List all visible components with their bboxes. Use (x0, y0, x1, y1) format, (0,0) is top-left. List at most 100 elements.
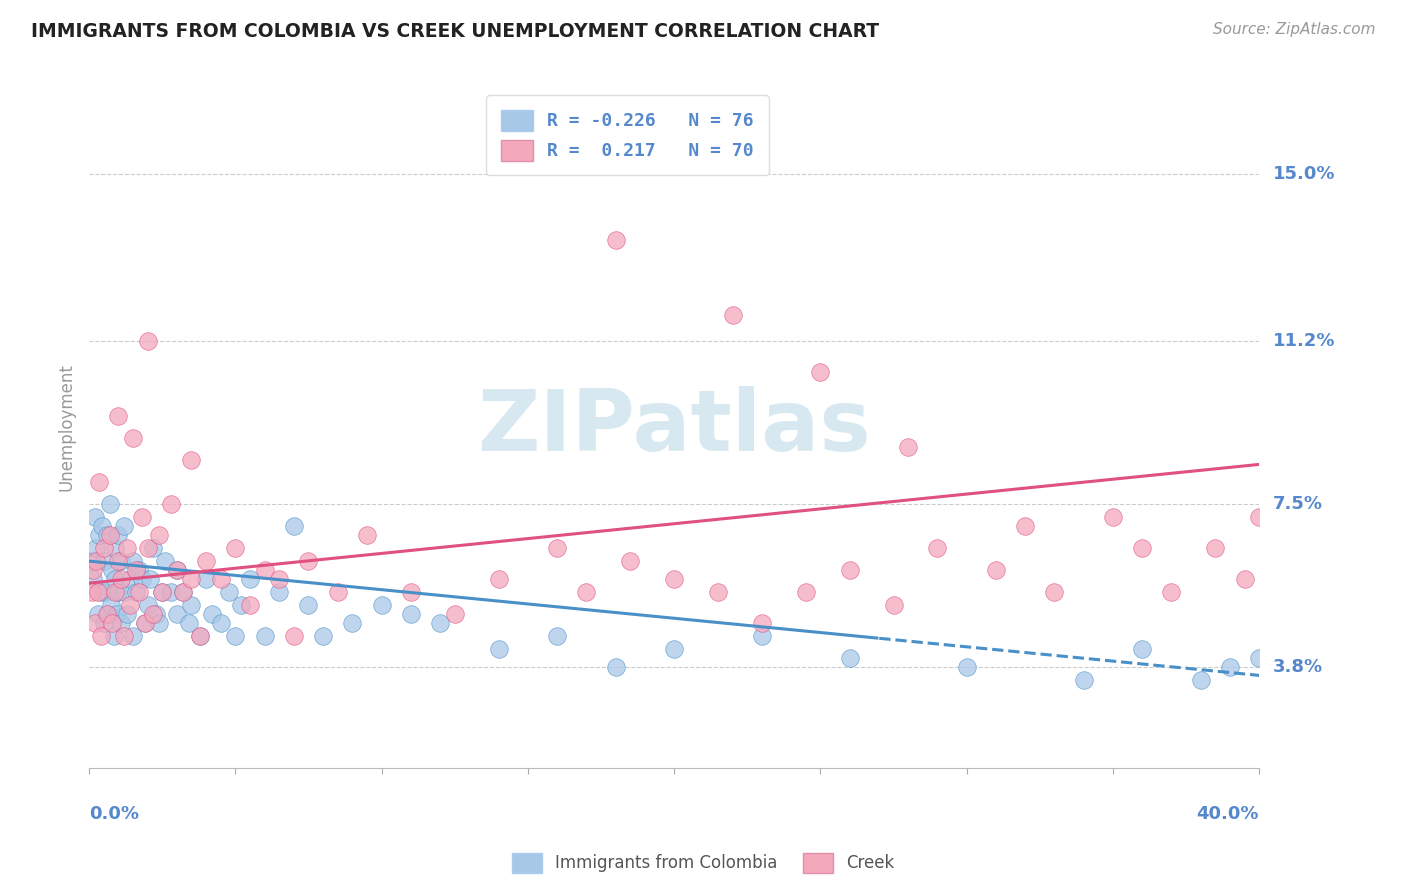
Point (897, 440, 920, 454)
Point (172, 585, 194, 599)
Point (150, 585, 173, 599)
Point (399, 607, 422, 621)
Point (134, 615, 156, 630)
Point (312, 629, 335, 643)
Point (166, 563, 188, 577)
Point (128, 563, 150, 577)
Point (115, 541, 138, 555)
Legend: R = -0.226   N = 76, R =  0.217   N = 70: R = -0.226 N = 76, R = 0.217 N = 70 (486, 95, 769, 175)
Point (104, 541, 127, 555)
Point (110, 554, 132, 568)
Point (605, 233, 627, 247)
Text: ZIPatlas: ZIPatlas (477, 385, 870, 468)
Point (97, 607, 120, 621)
Point (96, 527, 118, 541)
Point (956, 659, 979, 673)
Point (297, 598, 319, 612)
Point (188, 629, 211, 643)
Point (91, 519, 114, 533)
Point (356, 527, 378, 541)
Point (575, 585, 598, 599)
Point (125, 563, 148, 577)
Point (101, 563, 124, 577)
Point (283, 519, 305, 533)
Point (253, 563, 276, 577)
Point (94, 585, 117, 599)
Point (107, 409, 129, 423)
Point (1189, 673, 1212, 687)
Text: 40.0%: 40.0% (1197, 805, 1260, 823)
Point (201, 607, 224, 621)
Point (87, 585, 110, 599)
Point (142, 541, 165, 555)
Point (218, 585, 240, 599)
Point (224, 541, 246, 555)
Point (619, 554, 641, 568)
Point (399, 585, 422, 599)
Point (239, 598, 262, 612)
Point (131, 510, 153, 524)
Point (131, 572, 153, 586)
Point (1130, 541, 1153, 555)
Y-axis label: Unemployment: Unemployment (58, 363, 75, 491)
Point (93, 541, 115, 555)
Text: IMMIGRANTS FROM COLOMBIA VS CREEK UNEMPLOYMENT CORRELATION CHART: IMMIGRANTS FROM COLOMBIA VS CREEK UNEMPL… (31, 22, 879, 41)
Point (80, 554, 103, 568)
Legend: Immigrants from Colombia, Creek: Immigrants from Colombia, Creek (505, 847, 901, 880)
Point (488, 572, 510, 586)
Point (142, 607, 165, 621)
Point (794, 585, 817, 599)
Point (195, 554, 218, 568)
Point (326, 585, 349, 599)
Point (1249, 650, 1271, 665)
Point (239, 572, 262, 586)
Point (429, 615, 451, 630)
Point (98, 497, 121, 511)
Point (838, 650, 860, 665)
Text: Source: ZipAtlas.com: Source: ZipAtlas.com (1212, 22, 1375, 37)
Point (269, 585, 291, 599)
Point (707, 585, 730, 599)
Point (297, 554, 319, 568)
Point (1160, 585, 1182, 599)
Point (136, 541, 159, 555)
Point (107, 527, 129, 541)
Point (125, 585, 148, 599)
Text: 3.8%: 3.8% (1274, 657, 1323, 675)
Point (128, 585, 150, 599)
Point (80, 585, 103, 599)
Point (118, 598, 141, 612)
Point (153, 554, 176, 568)
Point (104, 572, 127, 586)
Point (148, 615, 170, 630)
Point (86, 554, 108, 568)
Point (107, 554, 129, 568)
Point (231, 598, 253, 612)
Point (89, 527, 111, 541)
Point (546, 541, 568, 555)
Point (751, 615, 773, 630)
Point (148, 527, 170, 541)
Point (89, 475, 111, 489)
Point (1102, 510, 1125, 524)
Point (110, 615, 132, 630)
Point (160, 497, 183, 511)
Point (488, 642, 510, 657)
Point (180, 572, 202, 586)
Point (115, 607, 138, 621)
Point (209, 572, 232, 586)
Point (150, 585, 173, 599)
Point (172, 585, 194, 599)
Text: 11.2%: 11.2% (1274, 333, 1336, 351)
Point (134, 615, 156, 630)
Text: 15.0%: 15.0% (1274, 165, 1336, 183)
Point (101, 615, 124, 630)
Point (188, 629, 211, 643)
Point (82, 572, 104, 586)
Point (546, 629, 568, 643)
Point (112, 629, 135, 643)
Point (145, 607, 167, 621)
Point (605, 659, 627, 673)
Point (1233, 572, 1256, 586)
Point (103, 629, 125, 643)
